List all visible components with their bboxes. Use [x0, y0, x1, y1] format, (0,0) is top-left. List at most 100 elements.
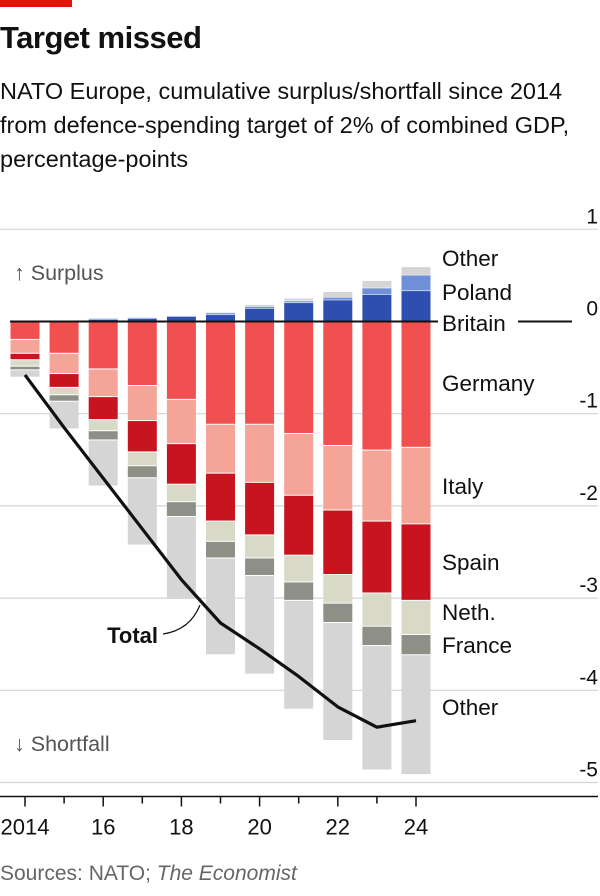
bar-stack-2020 [245, 304, 275, 674]
total-line-group: Total [23, 374, 417, 729]
chart-title: Target missed [0, 20, 202, 55]
bar-2020-britain [245, 308, 275, 321]
legend-label-7-france: France [442, 633, 512, 658]
source-note: Sources: NATO; The Economist [0, 862, 297, 886]
surplus-label: ↑ Surplus [14, 261, 104, 285]
legend-label-2-britain: Britain [442, 311, 506, 336]
bar-2019-france [206, 541, 235, 558]
bar-2018-britain [166, 316, 196, 321]
total-label: Total [107, 623, 158, 648]
y-tick-label--4: -4 [579, 666, 598, 689]
bar-2022-britain [323, 300, 353, 321]
y-axis-labels: 1 0 -1 -2 -3 -4 -5 [579, 205, 598, 781]
bar-2024-spain [401, 524, 431, 600]
bar-2016-britain [88, 319, 118, 321]
bar-2023-other [362, 280, 392, 288]
bar-2023-poland [362, 288, 392, 295]
total-leader [162, 604, 201, 635]
bar-2023-neth [362, 593, 392, 626]
bar-stacks [10, 267, 431, 775]
bar-2022-germany [323, 321, 353, 445]
bar-2014-neth [10, 360, 40, 366]
shortfall-label: ↓ Shortfall [14, 732, 110, 756]
y-tick-label--1: -1 [579, 390, 598, 413]
x-tick-label-22: 22 [326, 815, 350, 840]
bar-2020-germany [245, 321, 275, 424]
bar-2019-poland [206, 313, 235, 315]
bar-2023-spain [362, 521, 392, 593]
legend-labels: Other Poland Britain Germany Italy Spain Neth.… [442, 246, 535, 720]
x-tick-label-24: 24 [404, 815, 428, 840]
bar-2016-neth [88, 420, 118, 431]
bar-2022-other [323, 291, 353, 297]
bar-2021-other [284, 600, 314, 709]
bar-2019-spain [206, 473, 235, 521]
bar-2018-other [166, 516, 196, 599]
bar-2023-other [362, 646, 392, 770]
legend-label-0-other: Other [442, 246, 499, 271]
bar-2024-italy [401, 447, 431, 524]
bar-2015-france [49, 395, 79, 401]
bar-2017-italy [127, 386, 157, 421]
bar-2024-poland [401, 275, 431, 291]
bar-2021-germany [284, 321, 314, 433]
legend-label-8-other: Other [442, 695, 499, 720]
bar-2023-italy [362, 450, 392, 521]
bar-stack-2018 [166, 315, 196, 599]
bar-2022-spain [323, 510, 353, 575]
x-axis-labels: 2014 16 18 20 22 24 [1, 815, 429, 840]
bar-stack-2019 [206, 312, 235, 655]
legend-label-5-spain: Spain [442, 550, 500, 575]
bar-2021-italy [284, 433, 314, 495]
bar-2018-spain [166, 444, 196, 484]
bar-2021-other [284, 298, 314, 301]
bar-2020-neth [245, 535, 275, 558]
bar-2023-britain [362, 294, 392, 321]
bar-stack-2014 [10, 321, 40, 377]
bar-2023-germany [362, 321, 392, 450]
legend-label-1-poland: Poland [442, 280, 512, 305]
source-prefix: Sources: NATO; [0, 862, 157, 885]
bar-2024-other [401, 655, 431, 775]
bar-2017-other [127, 478, 157, 545]
bar-stack-2021 [284, 298, 314, 709]
bar-stack-2022 [323, 291, 353, 741]
bar-2020-other [245, 575, 275, 674]
y-tick-label--3: -3 [579, 574, 598, 597]
bar-2021-spain [284, 495, 314, 555]
y-tick-label--2: -2 [579, 482, 598, 505]
bar-2016-germany [88, 321, 118, 369]
brand-accent-bar [0, 0, 72, 7]
y-tick-label--5: -5 [579, 759, 598, 782]
bar-2016-spain [88, 397, 118, 420]
bar-2017-germany [127, 321, 157, 386]
bar-2015-neth [49, 387, 79, 395]
bar-2022-neth [323, 575, 353, 603]
bar-2019-other [206, 558, 235, 655]
bar-2019-britain [206, 315, 235, 321]
bar-2020-france [245, 558, 275, 575]
bar-2016-italy [88, 369, 118, 397]
y-tick-label-1: 1 [586, 205, 598, 228]
legend-label-4-italy: Italy [442, 474, 484, 499]
chart-canvas: 1 0 -1 -2 -3 -4 -5 2014 16 18 20 22 24 Other Poland B… [0, 205, 598, 840]
bar-2016-france [88, 431, 118, 440]
bar-2014-spain [10, 353, 40, 360]
bar-2017-neth [127, 452, 157, 466]
legend-label-6-neth: Neth. [442, 600, 496, 625]
bar-2020-spain [245, 482, 275, 535]
x-tick-label-2014: 2014 [1, 815, 50, 840]
bar-2015-spain [49, 374, 79, 387]
bar-2014-france [10, 366, 40, 370]
bar-stack-2016 [88, 318, 118, 486]
bar-stack-2024 [401, 267, 431, 775]
bar-2018-italy [166, 399, 196, 444]
source-publication: The Economist [156, 862, 297, 885]
bar-2018-france [166, 502, 196, 516]
legend-label-3-germany: Germany [442, 371, 535, 396]
bar-2021-neth [284, 555, 314, 582]
bar-2019-germany [206, 321, 235, 424]
bar-2023-france [362, 626, 392, 646]
bar-2017-britain [127, 318, 157, 321]
bar-2021-france [284, 582, 314, 600]
